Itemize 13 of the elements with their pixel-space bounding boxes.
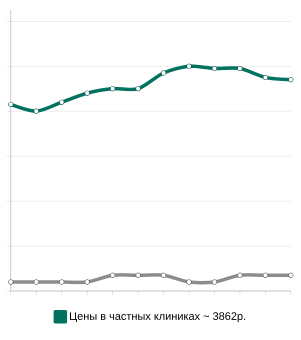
point — [288, 77, 294, 82]
point — [262, 74, 268, 80]
point — [186, 64, 192, 69]
point — [8, 102, 14, 108]
legend-label: Цены в частных клиниках ~ 3862р. — [70, 312, 246, 322]
point — [136, 86, 141, 92]
point — [110, 86, 116, 92]
point — [59, 100, 64, 105]
point — [161, 70, 166, 76]
point — [84, 90, 90, 96]
point — [212, 66, 218, 72]
point — [34, 108, 39, 114]
point — [237, 66, 243, 72]
